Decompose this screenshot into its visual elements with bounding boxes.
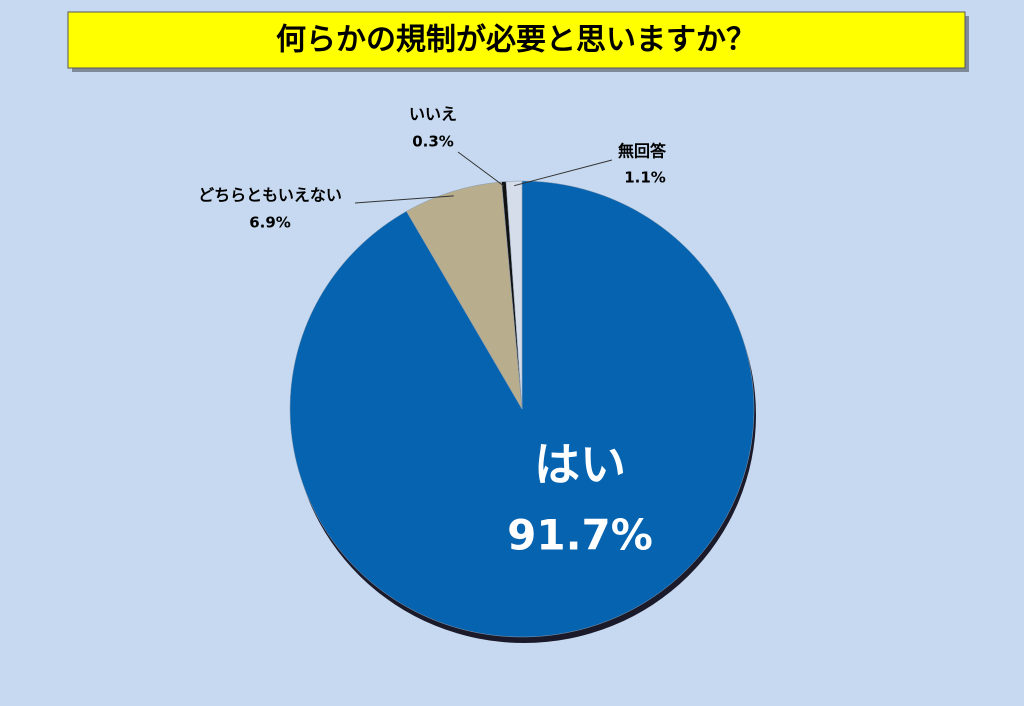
slice-label: どちらともいえない: [198, 186, 342, 205]
value-label: 6.9%: [249, 214, 291, 232]
leader-line: [354, 195, 454, 204]
value-label: 1.1%: [624, 169, 666, 187]
pie-slice: [505, 180, 523, 410]
value-label: 0.3%: [412, 133, 454, 151]
chart-title: 何らかの規制が必要と思いますか？: [276, 23, 756, 58]
pie: [289, 151, 756, 643]
slice-label: いいえ: [409, 105, 457, 124]
leader-line: [457, 151, 505, 187]
slice-label: はい: [534, 438, 626, 492]
slice-label: 無回答: [618, 142, 667, 161]
value-label: 91.7%: [507, 511, 653, 560]
leader-line: [514, 159, 613, 187]
title-box: [67, 11, 966, 69]
